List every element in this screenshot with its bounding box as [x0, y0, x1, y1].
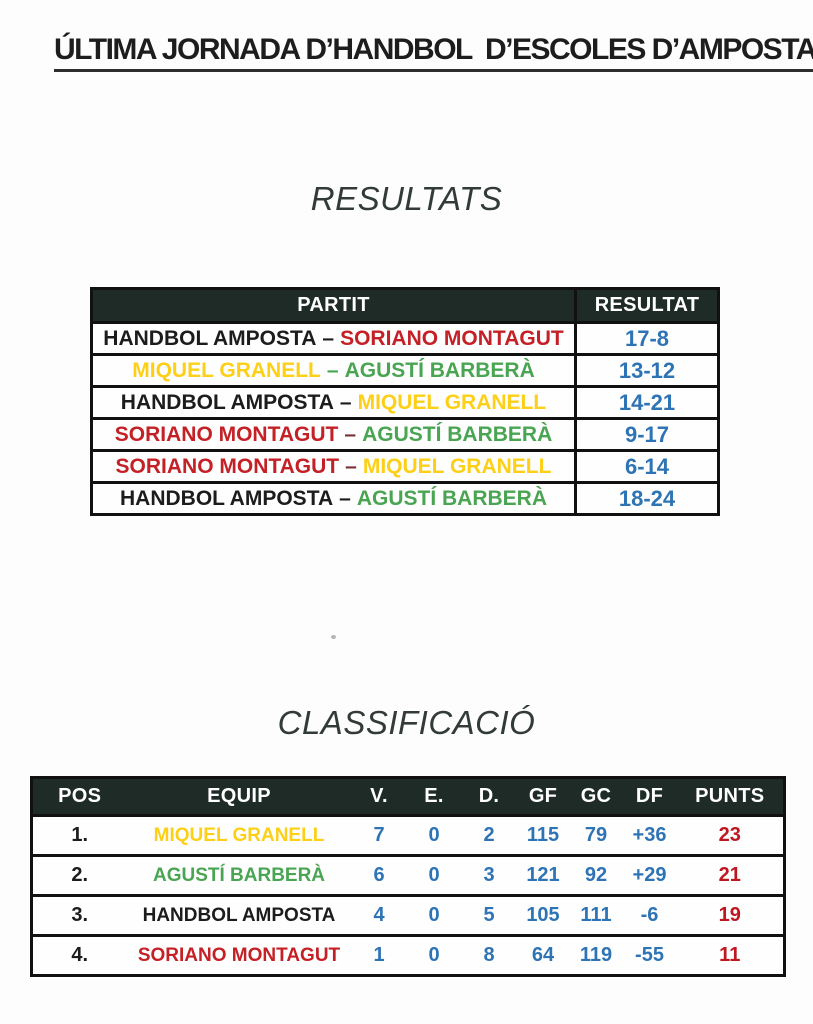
match-teams-cell: HANDBOL AMPOSTA – MIQUEL GRANELL: [90, 385, 577, 420]
draws-cell: 0: [406, 854, 462, 897]
losses-cell: 3: [461, 854, 517, 897]
match-teams-cell: MIQUEL GRANELL – AGUSTÍ BARBERÀ: [90, 353, 577, 388]
scan-speck: [331, 635, 336, 639]
match-score: 18-24: [574, 481, 720, 516]
team-cell: MIQUEL GRANELL: [126, 814, 352, 857]
home-team-label: HANDBOL AMPOSTA: [120, 486, 334, 510]
match-row: HANDBOL AMPOSTA – AGUSTÍ BARBERÀ 18-24: [90, 481, 720, 516]
goals-against-cell: 111: [569, 894, 623, 937]
position-cell: 2.: [31, 854, 127, 897]
results-header-row: PARTIT RESULTAT: [90, 287, 720, 324]
team-cell: SORIANO MONTAGUT: [126, 934, 352, 977]
match-score: 17-8: [574, 321, 720, 356]
column-header-e: E.: [406, 776, 462, 817]
dash-separator: –: [345, 454, 357, 478]
points-cell: 21: [676, 854, 785, 897]
away-team-label: AGUSTÍ BARBERÀ: [344, 358, 535, 382]
match-row: HANDBOL AMPOSTA – SORIANO MONTAGUT 17-8: [90, 321, 720, 356]
goals-for-cell: 64: [516, 934, 570, 977]
page-title: ÚLTIMA JORNADA D’HANDBOL D’ESCOLES D’AMP…: [54, 34, 813, 72]
goals-against-cell: 79: [569, 814, 623, 857]
standings-row: 2. AGUSTÍ BARBERÀ 6 0 3 121 92 +29 21: [31, 854, 785, 897]
draws-cell: 0: [406, 894, 462, 937]
position-cell: 3.: [31, 894, 127, 937]
points-cell: 11: [676, 934, 785, 977]
points-cell: 23: [676, 814, 785, 857]
losses-cell: 5: [461, 894, 517, 937]
wins-cell: 1: [351, 934, 407, 977]
column-header-d: D.: [461, 776, 517, 817]
classification-table: POS EQUIP V. E. D. GF GC DF PUNTS 1. MIQ…: [30, 776, 786, 977]
home-team-label: MIQUEL GRANELL: [132, 358, 321, 382]
home-team-label: HANDBOL AMPOSTA: [103, 326, 317, 350]
column-header-gc: GC: [569, 776, 623, 817]
losses-cell: 8: [461, 934, 517, 977]
goal-diff-cell: +36: [622, 814, 677, 857]
goal-diff-cell: -6: [622, 894, 677, 937]
column-header-v: V.: [351, 776, 407, 817]
match-row: SORIANO MONTAGUT – AGUSTÍ BARBERÀ 9-17: [90, 417, 720, 452]
match-score: 14-21: [574, 385, 720, 420]
match-teams-cell: HANDBOL AMPOSTA – AGUSTÍ BARBERÀ: [90, 481, 577, 516]
position-cell: 4.: [31, 934, 127, 977]
column-header-resultat: RESULTAT: [574, 287, 720, 324]
results-table: PARTIT RESULTAT HANDBOL AMPOSTA – SORIANO …: [90, 287, 720, 516]
match-teams-cell: HANDBOL AMPOSTA – SORIANO MONTAGUT: [90, 321, 577, 356]
match-teams-cell: SORIANO MONTAGUT – MIQUEL GRANELL: [90, 449, 577, 484]
away-team-label: SORIANO MONTAGUT: [340, 326, 564, 350]
goal-diff-cell: +29: [622, 854, 677, 897]
column-header-partit: PARTIT: [90, 287, 577, 324]
dash-separator: –: [322, 326, 335, 350]
dash-separator: –: [344, 422, 357, 446]
goals-for-cell: 115: [516, 814, 570, 857]
classificacio-heading: CLASSIFICACIÓ: [277, 704, 536, 741]
match-score: 9-17: [574, 417, 720, 452]
classification-header-row: POS EQUIP V. E. D. GF GC DF PUNTS: [31, 776, 785, 817]
draws-cell: 0: [406, 814, 462, 857]
team-cell: AGUSTÍ BARBERÀ: [126, 854, 352, 897]
goals-for-cell: 121: [516, 854, 570, 897]
match-score: 13-12: [574, 353, 720, 388]
home-team-label: SORIANO MONTAGUT: [115, 454, 340, 478]
goals-against-cell: 119: [569, 934, 623, 977]
away-team-label: MIQUEL GRANELL: [362, 454, 552, 478]
points-cell: 19: [676, 894, 785, 937]
goal-diff-cell: -55: [622, 934, 677, 977]
column-header-equip: EQUIP: [126, 776, 352, 817]
match-teams-cell: SORIANO MONTAGUT – AGUSTÍ BARBERÀ: [90, 417, 577, 452]
goals-for-cell: 105: [516, 894, 570, 937]
losses-cell: 2: [461, 814, 517, 857]
match-row: MIQUEL GRANELL – AGUSTÍ BARBERÀ 13-12: [90, 353, 720, 388]
resultats-heading: RESULTATS: [310, 180, 503, 217]
draws-cell: 0: [406, 934, 462, 977]
standings-row: 4. SORIANO MONTAGUT 1 0 8 64 119 -55 11: [31, 934, 785, 977]
wins-cell: 7: [351, 814, 407, 857]
dash-separator: –: [339, 390, 352, 414]
away-team-label: AGUSTÍ BARBERÀ: [362, 422, 553, 446]
team-cell: HANDBOL AMPOSTA: [126, 894, 352, 937]
standings-row: 3. HANDBOL AMPOSTA 4 0 5 105 111 -6 19: [31, 894, 785, 937]
away-team-label: AGUSTÍ BARBERÀ: [356, 486, 547, 510]
dash-separator: –: [326, 358, 339, 382]
home-team-label: SORIANO MONTAGUT: [114, 422, 339, 446]
column-header-pos: POS: [31, 776, 127, 817]
column-header-punts: PUNTS: [676, 776, 785, 817]
match-row: SORIANO MONTAGUT – MIQUEL GRANELL 6-14: [90, 449, 720, 484]
home-team-label: HANDBOL AMPOSTA: [120, 390, 334, 414]
away-team-label: MIQUEL GRANELL: [357, 390, 547, 414]
position-cell: 1.: [31, 814, 127, 857]
wins-cell: 4: [351, 894, 407, 937]
dash-separator: –: [339, 486, 351, 510]
goals-against-cell: 92: [569, 854, 623, 897]
column-header-gf: GF: [516, 776, 570, 817]
column-header-df: DF: [622, 776, 677, 817]
wins-cell: 6: [351, 854, 407, 897]
match-score: 6-14: [574, 449, 720, 484]
match-row: HANDBOL AMPOSTA – MIQUEL GRANELL 14-21: [90, 385, 720, 420]
standings-row: 1. MIQUEL GRANELL 7 0 2 115 79 +36 23: [31, 814, 785, 857]
